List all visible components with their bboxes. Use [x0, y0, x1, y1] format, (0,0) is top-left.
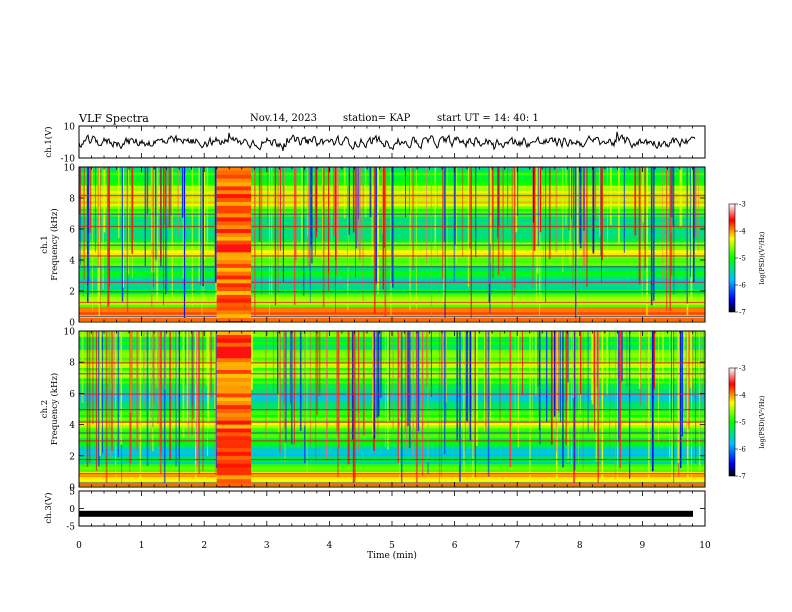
ch2-channel-label: ch.2 — [40, 400, 50, 418]
x-tick-label: 7 — [514, 541, 520, 551]
ch1-waveform-ytick: 10 — [64, 123, 76, 133]
ch2-colorbar-tick: -7 — [739, 473, 746, 481]
ch3-waveform-frame — [78, 490, 706, 527]
ch1-colorbar — [728, 203, 736, 313]
ch2-spectrogram-ytick: 10 — [64, 328, 76, 338]
ch1-channel-label: ch.1 — [40, 235, 50, 253]
ch2-spectrogram-ytick: 0 — [69, 484, 75, 494]
ch2-spectrogram-ytick: 6 — [69, 390, 75, 400]
ch1-spectrogram-ytick: 2 — [69, 288, 75, 298]
x-tick-label: 0 — [76, 541, 82, 551]
ch1-colorbar-tick: -6 — [739, 282, 746, 290]
ch2-colorbar-tick: -4 — [739, 392, 746, 400]
ch2-spectrogram-image — [79, 331, 705, 488]
ch1-colorbar-tick: -5 — [739, 255, 746, 263]
figure-title: VLF Spectra — [79, 112, 149, 125]
ch2-colorbar-tick: -6 — [739, 446, 746, 454]
x-tick-label: 6 — [452, 541, 458, 551]
ch1-waveform-line — [78, 131, 696, 152]
ch1-waveform-ylabel: ch.1(V) — [43, 126, 54, 157]
ch1-spectrogram-image — [79, 167, 705, 323]
ch2-colorbar-tick: -5 — [739, 419, 746, 427]
ch2-colorbar-tick: -3 — [739, 365, 746, 373]
x-axis-label: Time (min) — [367, 550, 417, 561]
ch3-waveform-ylabel: ch.3(V) — [43, 492, 54, 523]
x-tick-label: 10 — [699, 541, 711, 551]
x-tick-label: 3 — [264, 541, 270, 551]
x-tick-label: 1 — [139, 541, 145, 551]
date-label: Nov.14, 2023 — [250, 113, 317, 124]
x-tick-label: 9 — [640, 541, 646, 551]
ch2-colorbar-label: log(PSD)(V²/Hz) — [758, 395, 766, 448]
ch1-colorbar-tick: -3 — [739, 201, 746, 209]
ch1-colorbar-tick: -4 — [739, 228, 746, 236]
ch3-waveform-band — [79, 510, 693, 517]
ch2-colorbar — [728, 367, 736, 477]
start-ut-label: start UT = 14: 40: 1 — [437, 113, 539, 124]
x-tick-label: 8 — [577, 541, 583, 551]
x-tick-label: 2 — [201, 541, 207, 551]
ch3-waveform-ytick: 5 — [69, 488, 75, 498]
x-tick-label: 5 — [389, 541, 395, 551]
ch1-spectrogram-ytick: 6 — [69, 226, 75, 236]
ch1-spectrogram-ytick: 4 — [69, 257, 75, 267]
ch2-spectrogram-ytick: 8 — [69, 359, 75, 369]
ch3-waveform-ytick: -5 — [66, 523, 75, 533]
ch1-waveform-trace — [78, 131, 696, 152]
ch1-spectrogram-ytick: 10 — [64, 164, 76, 174]
ch2-frequency-label: Frequency (kHz) — [49, 373, 60, 445]
station-label: station= KAP — [343, 113, 411, 124]
ch3-waveform-trace — [79, 510, 693, 517]
ch2-spectrogram-ytick: 4 — [69, 421, 75, 431]
axes-frames — [78, 125, 706, 527]
ch1-frequency-label: Frequency (kHz) — [49, 208, 60, 280]
x-tick-label: 4 — [327, 541, 333, 551]
colorbars: -3 -4 -5 -6 -7 log(PSD)(V²/Hz) -3 -4 -5 -6 -7 log(P… — [728, 201, 766, 481]
ch1-colorbar-label: log(PSD)(V²/Hz) — [758, 231, 766, 284]
ch1-spectrogram-ytick: 0 — [69, 319, 75, 329]
ch3-waveform-ytick: 0 — [69, 505, 75, 515]
ch2-spectrogram-ytick: 2 — [69, 452, 75, 462]
ch1-waveform-ytick: -10 — [61, 155, 76, 165]
ch1-colorbar-tick: -7 — [739, 309, 746, 317]
ch1-spectrogram-ytick: 8 — [69, 195, 75, 205]
